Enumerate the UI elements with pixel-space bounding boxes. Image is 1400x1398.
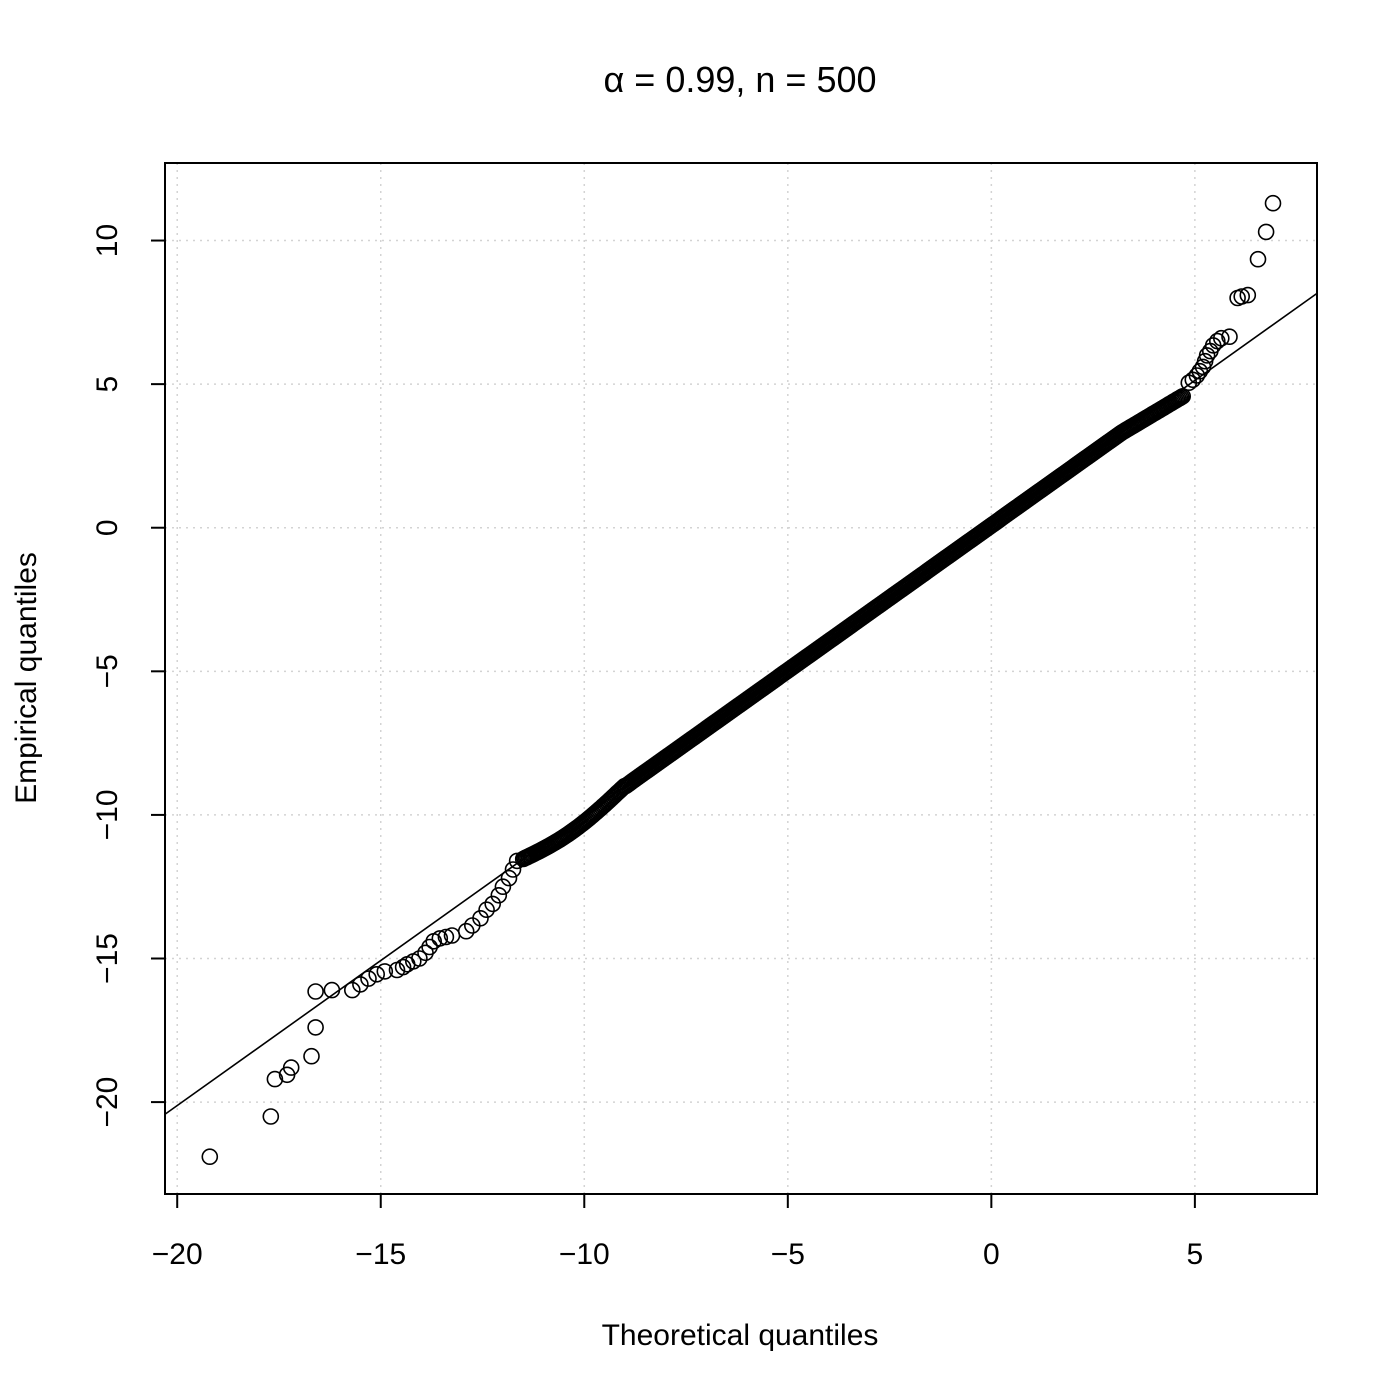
data-point [411,950,428,967]
y-tick-label: −10 [91,789,124,840]
y-tick-label: −15 [91,933,124,984]
y-tick-label: 0 [91,519,124,536]
y-tick-label: −5 [91,654,124,688]
x-tick-label: −5 [771,1238,805,1271]
plot-frame [164,162,1318,1195]
data-point [323,981,341,999]
data-point [1221,328,1238,346]
grid [165,163,1317,1194]
data-point [490,886,508,904]
data-point [394,958,412,976]
data-point [1174,387,1191,405]
x-tick-label: 0 [983,1238,1000,1271]
data-point [472,909,489,927]
chart-title: α = 0.99, n = 500 [603,59,876,100]
x-tick-label: −20 [152,1238,203,1271]
x-tick-label: −10 [559,1238,610,1271]
data-point [376,963,394,980]
y-axis: −20 −15 −10 −5 0 5 10 [91,224,166,1128]
data-point [1188,367,1206,384]
data-point [360,970,377,987]
x-tick-label: −15 [355,1238,406,1271]
data-point [307,983,324,1000]
x-axis-label: Theoretical quantiles [602,1319,879,1352]
data-point [457,922,475,940]
data-point [262,1108,280,1125]
x-axis: −20 −15 −10 −5 0 5 [152,1193,1204,1271]
data-point [307,1019,324,1036]
data-point [500,869,518,887]
data-point [266,1070,284,1088]
data-point [504,861,522,878]
data-point [494,878,512,896]
y-tick-label: 10 [91,224,124,257]
data-point [478,901,495,919]
data-points [201,194,1282,1165]
data-point [421,938,438,956]
data-point [1209,332,1226,350]
x-tick-label: 5 [1187,1238,1204,1271]
data-point [437,928,455,946]
data-point [201,1148,219,1165]
data-point [1239,286,1257,304]
data-point [1191,362,1209,380]
data-point [282,1059,300,1076]
data-point [303,1047,320,1065]
y-axis-label: Empirical quantiles [10,552,43,804]
data-point [1264,194,1282,212]
data-point [431,930,449,947]
data-point [484,895,502,913]
data-point [1198,347,1216,364]
y-tick-label: 5 [91,376,124,393]
data-point [1249,250,1267,268]
data-point [1213,329,1230,347]
y-tick-label: −20 [91,1077,124,1128]
data-point [368,965,386,983]
data-point [1257,223,1275,241]
data-point [1233,288,1250,305]
